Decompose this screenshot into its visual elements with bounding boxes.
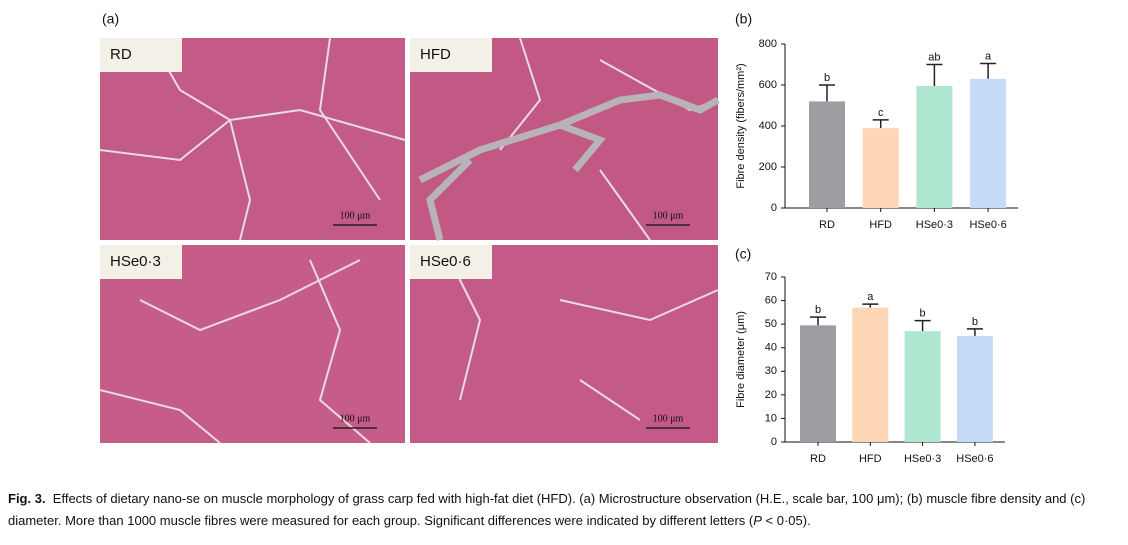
x-tick-label: HSe0·6 — [969, 219, 1006, 231]
significance-letter: c — [878, 107, 884, 119]
significance-letter: a — [985, 50, 992, 62]
bar — [800, 325, 836, 442]
bar — [862, 128, 899, 208]
significance-letter: b — [920, 308, 926, 320]
label-box — [100, 38, 182, 72]
caption-text: Effects of dietary nano-se on muscle mor… — [8, 491, 1086, 528]
bar — [970, 78, 1007, 208]
y-tick-label: 30 — [765, 365, 777, 377]
caption-label: Fig. 3. — [8, 491, 46, 506]
y-tick-label: 600 — [759, 79, 777, 91]
image-label: HFD — [420, 46, 451, 63]
panel-label: (b) — [735, 11, 752, 27]
panel-label: (a) — [102, 11, 119, 27]
y-axis-label: Fibre diameter (μm) — [735, 311, 747, 408]
caption: Fig. 3. Effects of dietary nano-se on mu… — [8, 488, 1118, 532]
panel-label: (c) — [735, 246, 751, 262]
y-tick-label: 0 — [771, 202, 777, 214]
x-tick-label: HFD — [869, 219, 892, 231]
caption-italic: P — [753, 513, 762, 528]
y-tick-label: 20 — [765, 389, 777, 401]
y-tick-label: 800 — [759, 38, 777, 50]
y-axis-label: Fibre density (fibers/mm²) — [735, 63, 747, 188]
x-tick-label: HSe0·6 — [956, 453, 993, 465]
significance-letter: b — [972, 316, 978, 328]
y-tick-label: 50 — [765, 318, 777, 330]
x-tick-label: HSe0·3 — [916, 219, 953, 231]
bar — [956, 335, 993, 442]
image-label: RD — [110, 46, 132, 63]
bar — [852, 307, 889, 442]
bar — [904, 331, 941, 442]
y-tick-label: 0 — [771, 436, 777, 448]
histology-panels — [99, 37, 720, 444]
scale-bar-label: 100 μm — [653, 210, 684, 221]
label-box — [410, 245, 492, 279]
y-tick-label: 40 — [765, 342, 777, 354]
y-tick-label: 400 — [759, 120, 777, 132]
significance-letter: ab — [928, 51, 940, 63]
fibre-boundaries — [99, 37, 719, 444]
gap — [418, 91, 720, 241]
x-tick-label: HFD — [859, 453, 882, 465]
significance-letter: a — [867, 291, 874, 303]
bar — [916, 86, 953, 208]
y-tick-label: 10 — [765, 412, 777, 424]
label-box — [410, 38, 492, 72]
bar — [809, 101, 845, 208]
image-label: HSe0·3 — [110, 253, 161, 270]
scale-bar-label: 100 μm — [653, 413, 684, 424]
scale-bar-label: 100 μm — [340, 413, 371, 424]
significance-letter: b — [815, 304, 821, 316]
x-tick-label: RD — [819, 219, 835, 231]
y-tick-label: 200 — [759, 161, 777, 173]
x-tick-label: RD — [810, 453, 826, 465]
image-label: HSe0·6 — [420, 253, 471, 270]
label-box — [100, 245, 182, 279]
y-tick-label: 70 — [765, 271, 777, 283]
scale-bar-label: 100 μm — [340, 210, 371, 221]
significance-letter: b — [824, 72, 830, 84]
figure: (a) RD 100 μm HFD 100 μm HSe0·3 100 μm HSe0·6 1… — [99, 11, 1019, 465]
x-tick-label: HSe0·3 — [904, 453, 941, 465]
caption-end: < 0·05). — [761, 513, 811, 528]
y-tick-label: 60 — [765, 294, 777, 306]
